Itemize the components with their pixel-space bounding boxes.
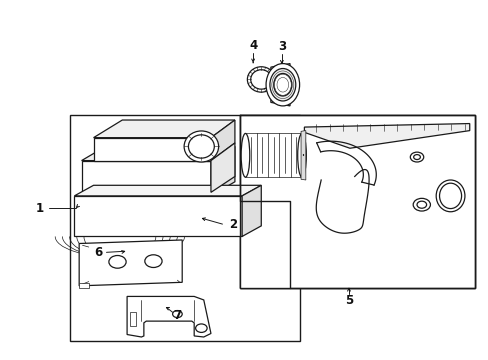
Polygon shape	[210, 143, 234, 192]
Bar	[69, 115, 299, 341]
Circle shape	[416, 201, 426, 208]
Ellipse shape	[269, 68, 295, 101]
Polygon shape	[304, 123, 469, 148]
Text: 1: 1	[35, 202, 43, 215]
Ellipse shape	[273, 73, 291, 96]
Polygon shape	[127, 296, 210, 337]
Bar	[79, 283, 89, 288]
Bar	[239, 115, 473, 288]
Bar	[81, 161, 210, 196]
Bar	[239, 115, 473, 288]
Polygon shape	[239, 115, 473, 288]
Bar	[239, 115, 473, 288]
Ellipse shape	[81, 251, 96, 266]
Circle shape	[409, 152, 423, 162]
Text: 7: 7	[173, 309, 181, 322]
Polygon shape	[301, 131, 305, 180]
Ellipse shape	[188, 135, 214, 158]
Circle shape	[144, 255, 162, 267]
Bar	[130, 312, 136, 327]
Text: 6: 6	[94, 246, 102, 259]
Ellipse shape	[184, 131, 218, 162]
Ellipse shape	[439, 183, 461, 208]
Ellipse shape	[297, 134, 305, 177]
Polygon shape	[93, 120, 234, 138]
Ellipse shape	[122, 255, 137, 271]
Ellipse shape	[265, 64, 299, 106]
Polygon shape	[74, 185, 261, 196]
Polygon shape	[210, 147, 234, 196]
Polygon shape	[79, 240, 182, 286]
Ellipse shape	[146, 253, 160, 269]
Polygon shape	[93, 138, 210, 161]
Polygon shape	[242, 185, 261, 237]
Ellipse shape	[435, 180, 464, 212]
Text: 2: 2	[228, 217, 237, 231]
Ellipse shape	[101, 253, 115, 269]
Ellipse shape	[247, 67, 275, 92]
Text: 5: 5	[344, 294, 352, 307]
Text: 4: 4	[248, 39, 257, 52]
Circle shape	[412, 198, 429, 211]
Ellipse shape	[250, 70, 271, 89]
Bar	[239, 201, 289, 288]
Polygon shape	[270, 64, 289, 106]
Circle shape	[195, 324, 207, 332]
Circle shape	[109, 256, 126, 268]
Polygon shape	[210, 120, 234, 161]
Circle shape	[172, 311, 182, 318]
Ellipse shape	[241, 134, 249, 177]
Circle shape	[413, 154, 420, 159]
Polygon shape	[81, 147, 234, 161]
Bar	[74, 196, 242, 237]
Text: 3: 3	[277, 40, 285, 53]
